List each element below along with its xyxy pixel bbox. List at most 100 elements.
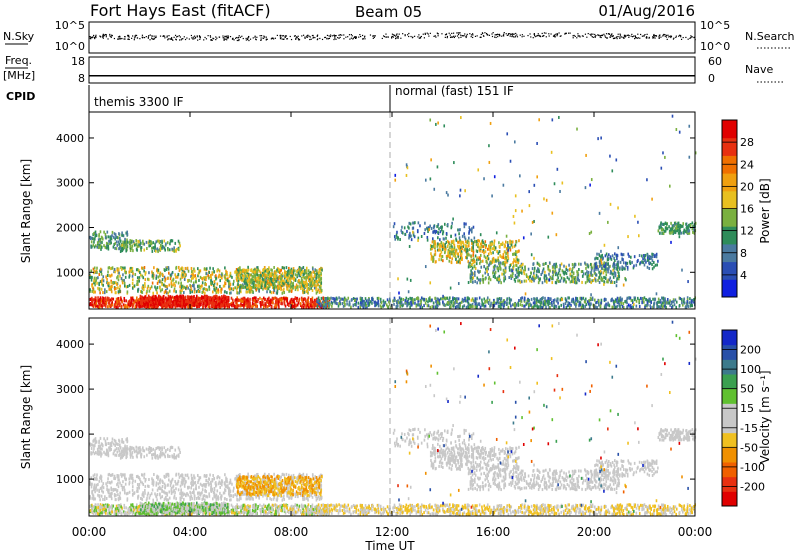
noise-point bbox=[558, 32, 559, 33]
noise-point bbox=[420, 37, 421, 38]
power-cell bbox=[118, 267, 120, 270]
power-cell bbox=[470, 254, 472, 257]
power-cell bbox=[213, 304, 215, 307]
power-cell bbox=[291, 298, 293, 301]
power-cell bbox=[335, 301, 337, 304]
power-cell bbox=[646, 298, 648, 301]
power-cell bbox=[416, 297, 418, 300]
power-cell bbox=[147, 305, 149, 308]
power-cell bbox=[435, 305, 437, 308]
noise-point bbox=[611, 33, 612, 34]
power-cell bbox=[294, 269, 296, 272]
noise-point bbox=[471, 36, 472, 37]
power-cell bbox=[476, 297, 478, 300]
power-cell bbox=[547, 301, 549, 304]
noise-point bbox=[349, 34, 350, 35]
power-cell bbox=[449, 260, 451, 263]
power-cell bbox=[180, 296, 182, 299]
power-cell bbox=[615, 306, 617, 309]
power-cell bbox=[459, 304, 461, 307]
noise-point bbox=[557, 34, 558, 35]
noise-point bbox=[215, 36, 216, 37]
power-cell bbox=[506, 302, 508, 305]
power-cell bbox=[169, 248, 171, 251]
power-cell bbox=[244, 301, 246, 304]
noise-point bbox=[658, 36, 659, 37]
power-cell bbox=[130, 269, 132, 272]
power-cell bbox=[418, 221, 420, 224]
noise-point bbox=[572, 35, 573, 36]
noise-point bbox=[261, 37, 262, 38]
power-cell bbox=[354, 299, 356, 302]
power-cell bbox=[238, 304, 240, 307]
noise-point bbox=[577, 33, 578, 34]
power-cell bbox=[239, 286, 241, 289]
noise-point bbox=[692, 36, 693, 37]
power-cell bbox=[115, 300, 117, 303]
noise-point bbox=[193, 37, 194, 38]
power-cell bbox=[291, 305, 293, 308]
noise-point bbox=[608, 33, 609, 34]
noise-point bbox=[512, 34, 513, 35]
power-cell bbox=[111, 304, 113, 307]
power-cell bbox=[212, 290, 214, 293]
power-cell bbox=[191, 267, 193, 270]
power-cell bbox=[213, 284, 215, 287]
power-cell bbox=[295, 279, 297, 282]
power-cell bbox=[414, 298, 416, 301]
power-cell bbox=[658, 298, 660, 301]
power-cell bbox=[185, 267, 187, 270]
noise-point bbox=[501, 36, 502, 37]
power-cell bbox=[310, 301, 312, 304]
power-cell bbox=[213, 270, 215, 273]
power-cell bbox=[497, 256, 499, 259]
noise-point bbox=[481, 34, 482, 35]
power-cell bbox=[542, 296, 544, 299]
power-cell bbox=[431, 227, 433, 230]
power-cell bbox=[152, 250, 154, 253]
power-cell bbox=[272, 273, 274, 276]
power-cell bbox=[436, 230, 438, 233]
power-cell bbox=[482, 303, 484, 306]
power-cell bbox=[494, 304, 496, 307]
power-cell bbox=[143, 269, 145, 272]
power-cell bbox=[292, 282, 294, 285]
noise-point bbox=[317, 39, 318, 40]
power-cell bbox=[147, 302, 149, 305]
power-cell bbox=[356, 298, 358, 301]
power-cell bbox=[308, 287, 310, 290]
noise-point bbox=[637, 38, 638, 39]
power-cell bbox=[663, 297, 665, 300]
power-cell bbox=[178, 281, 180, 284]
noise-point bbox=[400, 38, 401, 39]
noise-point bbox=[128, 38, 129, 39]
noise-point bbox=[313, 37, 314, 38]
power-cell bbox=[439, 302, 441, 305]
power-cell bbox=[98, 235, 100, 238]
power-cell bbox=[94, 277, 96, 280]
noise-point bbox=[237, 37, 238, 38]
noise-point bbox=[631, 34, 632, 35]
noise-point bbox=[280, 36, 281, 37]
power-cell bbox=[626, 301, 628, 304]
power-cell bbox=[480, 254, 482, 257]
power-cell bbox=[308, 269, 310, 272]
noise-point bbox=[545, 33, 546, 34]
noise-point bbox=[631, 36, 632, 37]
power-cell bbox=[317, 300, 319, 303]
power-cell bbox=[316, 269, 318, 272]
power-cell bbox=[662, 305, 664, 308]
power-cell bbox=[637, 297, 639, 300]
noise-point bbox=[139, 38, 140, 39]
power-cell bbox=[190, 280, 192, 283]
power-cell bbox=[179, 298, 181, 301]
noise-point bbox=[191, 37, 192, 38]
noise-point bbox=[253, 37, 254, 38]
power-cell bbox=[111, 234, 113, 237]
power-cell bbox=[683, 297, 685, 300]
power-cell bbox=[132, 282, 134, 285]
power-cell bbox=[285, 274, 287, 277]
freq-label-line1: Freq. bbox=[5, 54, 32, 67]
power-cell bbox=[137, 282, 139, 285]
noise-point bbox=[423, 34, 424, 35]
